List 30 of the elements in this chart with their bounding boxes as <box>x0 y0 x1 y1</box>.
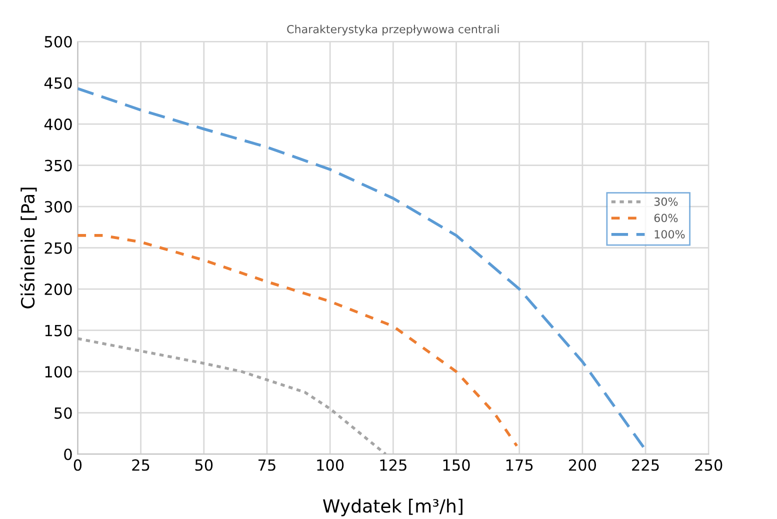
x-tick-label: 150 <box>443 459 470 471</box>
chart-title: Charakterystyka przepływowa centrali <box>287 24 499 36</box>
x-tick-label: 225 <box>632 459 659 471</box>
x-axis-title: Wydatek [m³/h] <box>322 498 462 516</box>
x-tick-label: 100 <box>317 459 344 471</box>
y-tick-label: 0 <box>64 448 72 460</box>
y-tick-label: 150 <box>45 324 72 336</box>
y-tick-label: 50 <box>54 407 72 419</box>
y-axis-title: Ciśnienie [Pa] <box>20 188 37 308</box>
y-tick-label: 350 <box>44 160 72 172</box>
y-tick-label: 400 <box>44 118 72 130</box>
y-tick-label: 500 <box>44 36 72 48</box>
x-tick-label: 75 <box>258 459 276 471</box>
line-series <box>78 337 387 454</box>
legend-label: 30% <box>654 197 678 206</box>
x-tick-label: 250 <box>695 459 722 471</box>
line-series <box>78 234 518 448</box>
y-tick-label: 100 <box>45 366 72 378</box>
y-tick-label: 450 <box>44 77 72 89</box>
legend-label: 60% <box>654 214 678 222</box>
y-tick-label: 300 <box>44 201 72 213</box>
x-tick-label: 175 <box>506 459 533 471</box>
legend-label: 100% <box>654 230 685 238</box>
y-tick-label: 200 <box>44 284 72 296</box>
x-tick-label: 200 <box>568 459 596 471</box>
x-tick-label: 25 <box>132 459 150 471</box>
y-tick-label: 250 <box>44 242 72 254</box>
x-tick-label: 50 <box>195 459 213 471</box>
x-tick-label: 125 <box>380 459 406 471</box>
x-tick-label: 0 <box>74 459 82 471</box>
